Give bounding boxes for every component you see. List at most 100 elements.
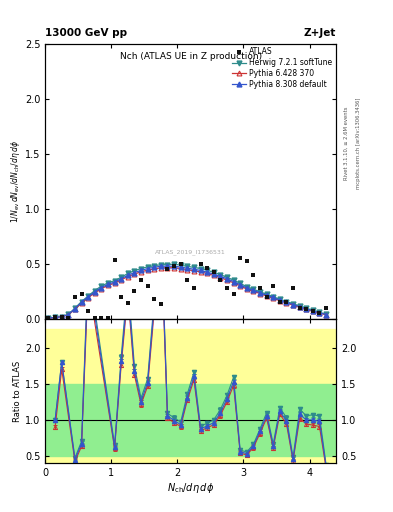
- Pythia 8.308 default: [59, 313, 64, 319]
- Pythia 8.308 default: [324, 312, 329, 318]
- ATLAS: [297, 304, 303, 312]
- Pythia 8.308 default: [152, 264, 156, 270]
- ATLAS: [112, 256, 118, 264]
- Pythia 8.308 default: [218, 273, 223, 280]
- ATLAS: [204, 264, 210, 272]
- Herwig 7.2.1 softTune: [277, 296, 282, 303]
- ATLAS: [125, 299, 131, 307]
- ATLAS: [263, 292, 270, 301]
- ATLAS: [191, 284, 197, 292]
- Pythia 6.428 370: [99, 286, 104, 292]
- ATLAS: [79, 290, 85, 298]
- Herwig 7.2.1 softTune: [191, 264, 196, 270]
- Pythia 8.308 default: [238, 282, 242, 288]
- Herwig 7.2.1 softTune: [106, 280, 110, 286]
- Pythia 8.308 default: [53, 314, 57, 321]
- Pythia 6.428 370: [112, 280, 117, 286]
- Pythia 6.428 370: [291, 302, 296, 308]
- Pythia 8.308 default: [191, 266, 196, 272]
- Pythia 8.308 default: [244, 285, 249, 291]
- Pythia 8.308 default: [271, 294, 275, 301]
- Pythia 6.428 370: [271, 295, 275, 301]
- Pythia 8.308 default: [205, 269, 209, 275]
- Pythia 6.428 370: [172, 265, 176, 271]
- Pythia 8.308 default: [172, 263, 176, 269]
- Pythia 8.308 default: [106, 281, 110, 287]
- Pythia 8.308 default: [198, 267, 203, 273]
- Herwig 7.2.1 softTune: [218, 271, 223, 278]
- Pythia 8.308 default: [225, 275, 230, 282]
- ATLAS: [211, 268, 217, 276]
- ATLAS: [164, 265, 171, 273]
- Pythia 6.428 370: [238, 283, 242, 289]
- Pythia 6.428 370: [145, 267, 150, 273]
- Herwig 7.2.1 softTune: [238, 280, 242, 286]
- Pythia 8.308 default: [158, 263, 163, 269]
- Pythia 8.308 default: [264, 292, 269, 298]
- Pythia 6.428 370: [66, 312, 71, 318]
- Text: Nch (ATLAS UE in Z production): Nch (ATLAS UE in Z production): [119, 52, 262, 61]
- Pythia 6.428 370: [304, 306, 309, 312]
- Pythia 8.308 default: [317, 310, 322, 316]
- Pythia 8.308 default: [284, 299, 289, 305]
- Herwig 7.2.1 softTune: [86, 293, 90, 299]
- Pythia 8.308 default: [251, 287, 256, 293]
- Herwig 7.2.1 softTune: [211, 269, 216, 275]
- ATLAS: [184, 276, 191, 284]
- Pythia 6.428 370: [119, 277, 123, 283]
- Pythia 8.308 default: [99, 285, 104, 291]
- Herwig 7.2.1 softTune: [291, 301, 296, 307]
- Pythia 6.428 370: [178, 265, 183, 271]
- Herwig 7.2.1 softTune: [73, 305, 77, 311]
- Herwig 7.2.1 softTune: [231, 277, 236, 283]
- Herwig 7.2.1 softTune: [152, 263, 156, 269]
- Herwig 7.2.1 softTune: [178, 262, 183, 268]
- ATLAS: [131, 287, 138, 295]
- Bar: [45, 329, 336, 474]
- Herwig 7.2.1 softTune: [172, 261, 176, 267]
- Pythia 6.428 370: [59, 314, 64, 320]
- ATLAS: [270, 282, 276, 290]
- Pythia 6.428 370: [225, 277, 230, 283]
- ATLAS: [237, 254, 243, 262]
- ATLAS: [277, 298, 283, 306]
- Pythia 8.308 default: [211, 271, 216, 277]
- ATLAS: [171, 262, 177, 270]
- Y-axis label: $1/N_\mathrm{ev}\,dN_\mathrm{ev}/dN_\mathrm{ch}/d\eta\,d\phi$: $1/N_\mathrm{ev}\,dN_\mathrm{ev}/dN_\mat…: [9, 139, 22, 223]
- Herwig 7.2.1 softTune: [258, 289, 263, 295]
- Pythia 8.308 default: [86, 294, 90, 300]
- Pythia 6.428 370: [191, 268, 196, 274]
- ATLAS: [316, 308, 323, 316]
- Pythia 6.428 370: [73, 306, 77, 312]
- ATLAS: [178, 260, 184, 268]
- Pythia 6.428 370: [205, 270, 209, 276]
- Herwig 7.2.1 softTune: [185, 263, 190, 269]
- Pythia 6.428 370: [185, 267, 190, 273]
- ATLAS: [59, 313, 65, 322]
- ATLAS: [290, 284, 296, 292]
- Y-axis label: Ratio to ATLAS: Ratio to ATLAS: [13, 360, 22, 421]
- Herwig 7.2.1 softTune: [132, 268, 137, 274]
- ATLAS: [138, 276, 144, 284]
- Herwig 7.2.1 softTune: [53, 314, 57, 321]
- Pythia 6.428 370: [152, 266, 156, 272]
- Pythia 6.428 370: [317, 310, 322, 316]
- Pythia 8.308 default: [145, 265, 150, 271]
- Herwig 7.2.1 softTune: [158, 262, 163, 268]
- ATLAS: [323, 304, 329, 312]
- ATLAS: [197, 260, 204, 268]
- Pythia 8.308 default: [298, 304, 302, 310]
- Herwig 7.2.1 softTune: [284, 298, 289, 305]
- Pythia 8.308 default: [79, 299, 84, 305]
- Pythia 8.308 default: [165, 263, 170, 269]
- Pythia 6.428 370: [258, 290, 263, 296]
- Pythia 6.428 370: [324, 312, 329, 318]
- ATLAS: [118, 292, 124, 301]
- ATLAS: [52, 313, 58, 322]
- ATLAS: [92, 314, 98, 323]
- Herwig 7.2.1 softTune: [112, 278, 117, 284]
- Pythia 8.308 default: [258, 290, 263, 296]
- Pythia 6.428 370: [251, 288, 256, 294]
- Text: 13000 GeV pp: 13000 GeV pp: [45, 28, 127, 38]
- Pythia 6.428 370: [106, 282, 110, 288]
